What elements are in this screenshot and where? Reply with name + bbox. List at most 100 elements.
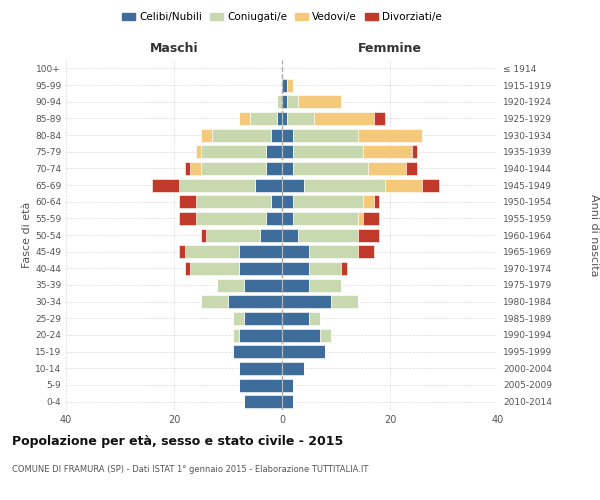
Bar [206, 228, 260, 241]
Bar [298, 95, 341, 108]
Bar [282, 378, 293, 392]
Bar [293, 212, 358, 225]
Text: Femmine: Femmine [358, 42, 422, 55]
Bar [314, 112, 374, 125]
Bar [282, 178, 304, 192]
Bar [282, 162, 293, 175]
Text: Popolazione per età, sesso e stato civile - 2015: Popolazione per età, sesso e stato civil… [12, 435, 343, 448]
Bar [320, 328, 331, 342]
Bar [422, 178, 439, 192]
Bar [309, 245, 358, 258]
Legend: Celibi/Nubili, Coniugati/e, Vedovi/e, Divorziati/e: Celibi/Nubili, Coniugati/e, Vedovi/e, Di… [118, 8, 446, 26]
Bar [385, 178, 422, 192]
Bar [201, 162, 266, 175]
Bar [185, 262, 190, 275]
Bar [190, 162, 201, 175]
Bar [233, 328, 239, 342]
Bar [201, 295, 228, 308]
Bar [293, 128, 358, 141]
Bar [228, 295, 282, 308]
Bar [287, 112, 314, 125]
Bar [179, 212, 196, 225]
Bar [282, 345, 325, 358]
Bar [282, 78, 287, 92]
Bar [217, 278, 244, 291]
Bar [363, 195, 374, 208]
Bar [239, 362, 282, 375]
Bar [266, 212, 282, 225]
Bar [185, 245, 239, 258]
Bar [309, 312, 320, 325]
Bar [282, 112, 287, 125]
Bar [358, 128, 422, 141]
Bar [282, 295, 331, 308]
Bar [244, 312, 282, 325]
Bar [282, 312, 309, 325]
Bar [179, 178, 255, 192]
Bar [201, 228, 206, 241]
Bar [363, 212, 379, 225]
Bar [304, 178, 385, 192]
Bar [406, 162, 417, 175]
Bar [282, 128, 293, 141]
Bar [201, 128, 212, 141]
Bar [358, 228, 379, 241]
Bar [287, 78, 293, 92]
Bar [250, 112, 277, 125]
Bar [293, 195, 363, 208]
Bar [239, 112, 250, 125]
Bar [374, 195, 379, 208]
Bar [266, 162, 282, 175]
Bar [255, 178, 282, 192]
Bar [266, 145, 282, 158]
Bar [358, 212, 363, 225]
Bar [363, 145, 412, 158]
Bar [239, 262, 282, 275]
Bar [233, 345, 282, 358]
Bar [277, 95, 282, 108]
Bar [239, 378, 282, 392]
Bar [179, 245, 185, 258]
Bar [282, 195, 293, 208]
Bar [282, 95, 287, 108]
Bar [282, 228, 298, 241]
Bar [282, 245, 309, 258]
Bar [152, 178, 179, 192]
Bar [287, 95, 298, 108]
Bar [201, 145, 266, 158]
Bar [293, 145, 363, 158]
Bar [260, 228, 282, 241]
Bar [271, 195, 282, 208]
Bar [277, 112, 282, 125]
Y-axis label: Fasce di età: Fasce di età [22, 202, 32, 268]
Bar [331, 295, 358, 308]
Bar [282, 212, 293, 225]
Bar [185, 162, 190, 175]
Bar [239, 245, 282, 258]
Bar [293, 162, 368, 175]
Bar [196, 145, 201, 158]
Bar [412, 145, 417, 158]
Bar [282, 145, 293, 158]
Bar [282, 328, 320, 342]
Bar [244, 278, 282, 291]
Bar [271, 128, 282, 141]
Text: COMUNE DI FRAMURA (SP) - Dati ISTAT 1° gennaio 2015 - Elaborazione TUTTITALIA.IT: COMUNE DI FRAMURA (SP) - Dati ISTAT 1° g… [12, 465, 368, 474]
Bar [298, 228, 358, 241]
Text: Maschi: Maschi [149, 42, 199, 55]
Bar [196, 212, 266, 225]
Bar [282, 262, 309, 275]
Bar [239, 328, 282, 342]
Bar [282, 362, 304, 375]
Bar [309, 262, 341, 275]
Bar [341, 262, 347, 275]
Bar [179, 195, 196, 208]
Bar [282, 395, 293, 408]
Bar [374, 112, 385, 125]
Text: Anni di nascita: Anni di nascita [589, 194, 599, 276]
Bar [190, 262, 239, 275]
Bar [309, 278, 341, 291]
Bar [244, 395, 282, 408]
Bar [233, 312, 244, 325]
Bar [196, 195, 271, 208]
